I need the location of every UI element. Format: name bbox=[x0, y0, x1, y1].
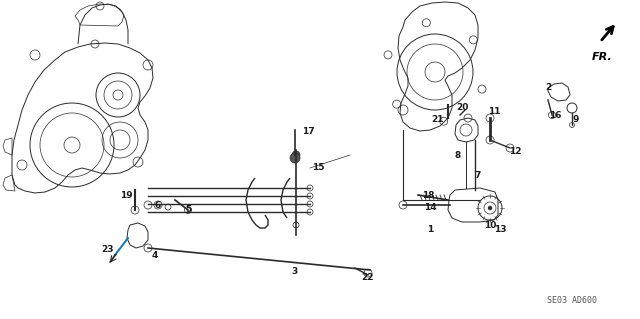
Text: SE03 AD600: SE03 AD600 bbox=[547, 296, 597, 305]
Circle shape bbox=[290, 153, 300, 163]
Text: 22: 22 bbox=[362, 273, 374, 283]
Text: 14: 14 bbox=[424, 204, 436, 212]
Text: 11: 11 bbox=[488, 108, 500, 116]
Text: 12: 12 bbox=[509, 147, 521, 157]
Text: 8: 8 bbox=[455, 151, 461, 160]
Text: 2: 2 bbox=[545, 84, 551, 93]
Text: 1: 1 bbox=[427, 226, 433, 234]
Text: 3: 3 bbox=[292, 268, 298, 277]
Text: 16: 16 bbox=[548, 110, 561, 120]
Circle shape bbox=[292, 151, 300, 159]
Text: 6: 6 bbox=[155, 201, 161, 210]
Text: 4: 4 bbox=[152, 250, 158, 259]
Text: 17: 17 bbox=[301, 128, 314, 137]
Text: 18: 18 bbox=[422, 190, 435, 199]
Text: 13: 13 bbox=[493, 226, 506, 234]
Text: 21: 21 bbox=[432, 115, 444, 124]
Text: 10: 10 bbox=[484, 220, 496, 229]
Text: 7: 7 bbox=[475, 170, 481, 180]
Text: 23: 23 bbox=[102, 246, 115, 255]
Text: FR.: FR. bbox=[592, 52, 612, 62]
Text: 19: 19 bbox=[120, 190, 132, 199]
Text: 5: 5 bbox=[185, 205, 191, 214]
Text: 9: 9 bbox=[573, 115, 579, 124]
Text: 15: 15 bbox=[312, 164, 324, 173]
Circle shape bbox=[488, 206, 492, 210]
Text: 20: 20 bbox=[456, 103, 468, 113]
